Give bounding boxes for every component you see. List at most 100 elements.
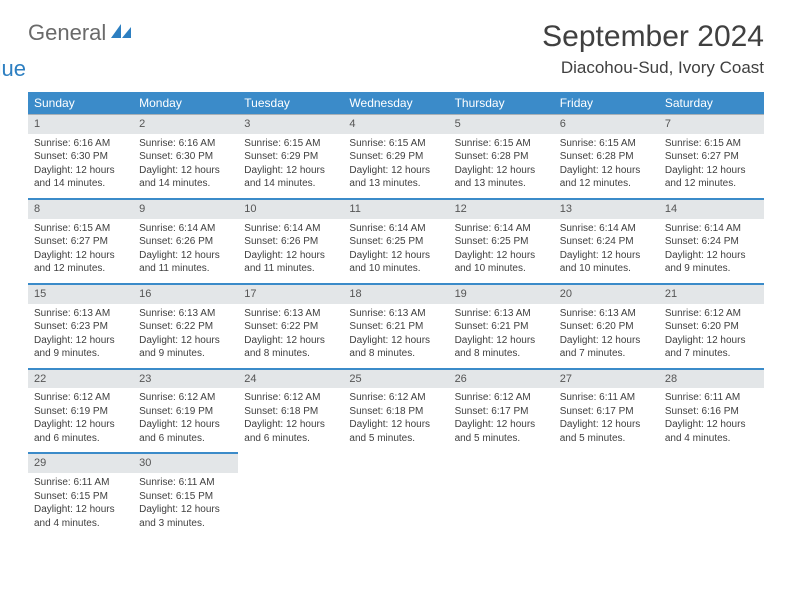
day-number: 19 xyxy=(449,283,554,304)
day-details: Sunrise: 6:13 AMSunset: 6:21 PMDaylight:… xyxy=(343,304,448,368)
calendar-empty-cell xyxy=(343,452,448,537)
daylight-text: Daylight: 12 hours xyxy=(665,418,758,432)
daylight-text: and 10 minutes. xyxy=(560,262,653,276)
daylight-text: Daylight: 12 hours xyxy=(139,418,232,432)
sunset-text: Sunset: 6:24 PM xyxy=(665,235,758,249)
day-details: Sunrise: 6:12 AMSunset: 6:20 PMDaylight:… xyxy=(659,304,764,368)
sunrise-text: Sunrise: 6:12 AM xyxy=(665,307,758,321)
calendar-day-cell: 27Sunrise: 6:11 AMSunset: 6:17 PMDayligh… xyxy=(554,368,659,453)
day-number: 17 xyxy=(238,283,343,304)
day-number: 8 xyxy=(28,198,133,219)
daylight-text: and 9 minutes. xyxy=(665,262,758,276)
day-details: Sunrise: 6:14 AMSunset: 6:24 PMDaylight:… xyxy=(554,219,659,283)
daylight-text: Daylight: 12 hours xyxy=(665,164,758,178)
day-details: Sunrise: 6:15 AMSunset: 6:29 PMDaylight:… xyxy=(238,134,343,198)
daylight-text: and 6 minutes. xyxy=(139,432,232,446)
brand-text-blue: Blue xyxy=(0,56,26,81)
daylight-text: Daylight: 12 hours xyxy=(244,418,337,432)
calendar-week-row: 1Sunrise: 6:16 AMSunset: 6:30 PMDaylight… xyxy=(28,114,764,198)
day-number: 22 xyxy=(28,368,133,389)
sunset-text: Sunset: 6:25 PM xyxy=(455,235,548,249)
sunset-text: Sunset: 6:18 PM xyxy=(244,405,337,419)
sunrise-text: Sunrise: 6:12 AM xyxy=(139,391,232,405)
sunrise-text: Sunrise: 6:11 AM xyxy=(560,391,653,405)
calendar-day-cell: 8Sunrise: 6:15 AMSunset: 6:27 PMDaylight… xyxy=(28,198,133,283)
sunset-text: Sunset: 6:20 PM xyxy=(560,320,653,334)
day-details: Sunrise: 6:15 AMSunset: 6:27 PMDaylight:… xyxy=(28,219,133,283)
day-number: 16 xyxy=(133,283,238,304)
sunrise-text: Sunrise: 6:13 AM xyxy=(34,307,127,321)
calendar-day-cell: 20Sunrise: 6:13 AMSunset: 6:20 PMDayligh… xyxy=(554,283,659,368)
daylight-text: Daylight: 12 hours xyxy=(139,164,232,178)
calendar-day-cell: 6Sunrise: 6:15 AMSunset: 6:28 PMDaylight… xyxy=(554,114,659,198)
day-number: 5 xyxy=(449,114,554,134)
sunset-text: Sunset: 6:21 PM xyxy=(349,320,442,334)
sunset-text: Sunset: 6:17 PM xyxy=(560,405,653,419)
sunrise-text: Sunrise: 6:12 AM xyxy=(34,391,127,405)
sunrise-text: Sunrise: 6:11 AM xyxy=(34,476,127,490)
sunrise-text: Sunrise: 6:14 AM xyxy=(244,222,337,236)
day-details: Sunrise: 6:12 AMSunset: 6:19 PMDaylight:… xyxy=(133,388,238,452)
sunset-text: Sunset: 6:28 PM xyxy=(560,150,653,164)
day-number: 28 xyxy=(659,368,764,389)
daylight-text: and 4 minutes. xyxy=(34,517,127,531)
day-number: 25 xyxy=(343,368,448,389)
day-number: 9 xyxy=(133,198,238,219)
calendar-day-cell: 12Sunrise: 6:14 AMSunset: 6:25 PMDayligh… xyxy=(449,198,554,283)
sunrise-text: Sunrise: 6:14 AM xyxy=(349,222,442,236)
day-number: 24 xyxy=(238,368,343,389)
sunrise-text: Sunrise: 6:14 AM xyxy=(455,222,548,236)
sunrise-text: Sunrise: 6:13 AM xyxy=(455,307,548,321)
day-number: 10 xyxy=(238,198,343,219)
day-details: Sunrise: 6:16 AMSunset: 6:30 PMDaylight:… xyxy=(133,134,238,198)
calendar-day-cell: 28Sunrise: 6:11 AMSunset: 6:16 PMDayligh… xyxy=(659,368,764,453)
day-number: 29 xyxy=(28,452,133,473)
day-details: Sunrise: 6:11 AMSunset: 6:15 PMDaylight:… xyxy=(133,473,238,537)
daylight-text: Daylight: 12 hours xyxy=(455,164,548,178)
sunset-text: Sunset: 6:30 PM xyxy=(34,150,127,164)
day-number: 2 xyxy=(133,114,238,134)
sunrise-text: Sunrise: 6:13 AM xyxy=(139,307,232,321)
daylight-text: Daylight: 12 hours xyxy=(560,164,653,178)
day-number: 30 xyxy=(133,452,238,473)
day-number: 21 xyxy=(659,283,764,304)
day-details: Sunrise: 6:12 AMSunset: 6:18 PMDaylight:… xyxy=(238,388,343,452)
calendar-day-cell: 22Sunrise: 6:12 AMSunset: 6:19 PMDayligh… xyxy=(28,368,133,453)
daylight-text: Daylight: 12 hours xyxy=(34,164,127,178)
daylight-text: and 11 minutes. xyxy=(244,262,337,276)
daylight-text: Daylight: 12 hours xyxy=(139,249,232,263)
daylight-text: Daylight: 12 hours xyxy=(34,418,127,432)
sunrise-text: Sunrise: 6:14 AM xyxy=(560,222,653,236)
calendar-empty-cell xyxy=(659,452,764,537)
brand-sail-icon xyxy=(111,22,133,45)
brand-logo: General Blue xyxy=(28,20,133,72)
sunset-text: Sunset: 6:30 PM xyxy=(139,150,232,164)
day-details: Sunrise: 6:15 AMSunset: 6:27 PMDaylight:… xyxy=(659,134,764,198)
daylight-text: and 5 minutes. xyxy=(560,432,653,446)
daylight-text: and 3 minutes. xyxy=(139,517,232,531)
daylight-text: and 6 minutes. xyxy=(244,432,337,446)
weekday-header: Monday xyxy=(133,92,238,114)
calendar-day-cell: 30Sunrise: 6:11 AMSunset: 6:15 PMDayligh… xyxy=(133,452,238,537)
daylight-text: and 7 minutes. xyxy=(560,347,653,361)
calendar-day-cell: 21Sunrise: 6:12 AMSunset: 6:20 PMDayligh… xyxy=(659,283,764,368)
weekday-header: Sunday xyxy=(28,92,133,114)
calendar-day-cell: 10Sunrise: 6:14 AMSunset: 6:26 PMDayligh… xyxy=(238,198,343,283)
daylight-text: and 6 minutes. xyxy=(34,432,127,446)
weekday-header: Saturday xyxy=(659,92,764,114)
sunset-text: Sunset: 6:20 PM xyxy=(665,320,758,334)
sunset-text: Sunset: 6:23 PM xyxy=(34,320,127,334)
day-number: 27 xyxy=(554,368,659,389)
daylight-text: Daylight: 12 hours xyxy=(455,334,548,348)
day-number: 12 xyxy=(449,198,554,219)
daylight-text: Daylight: 12 hours xyxy=(34,334,127,348)
sunrise-text: Sunrise: 6:14 AM xyxy=(139,222,232,236)
sunrise-text: Sunrise: 6:12 AM xyxy=(244,391,337,405)
day-details: Sunrise: 6:13 AMSunset: 6:22 PMDaylight:… xyxy=(238,304,343,368)
location-text: Diacohou-Sud, Ivory Coast xyxy=(542,58,764,78)
daylight-text: Daylight: 12 hours xyxy=(560,249,653,263)
day-number: 20 xyxy=(554,283,659,304)
day-details: Sunrise: 6:14 AMSunset: 6:25 PMDaylight:… xyxy=(343,219,448,283)
day-number: 18 xyxy=(343,283,448,304)
day-details: Sunrise: 6:13 AMSunset: 6:20 PMDaylight:… xyxy=(554,304,659,368)
